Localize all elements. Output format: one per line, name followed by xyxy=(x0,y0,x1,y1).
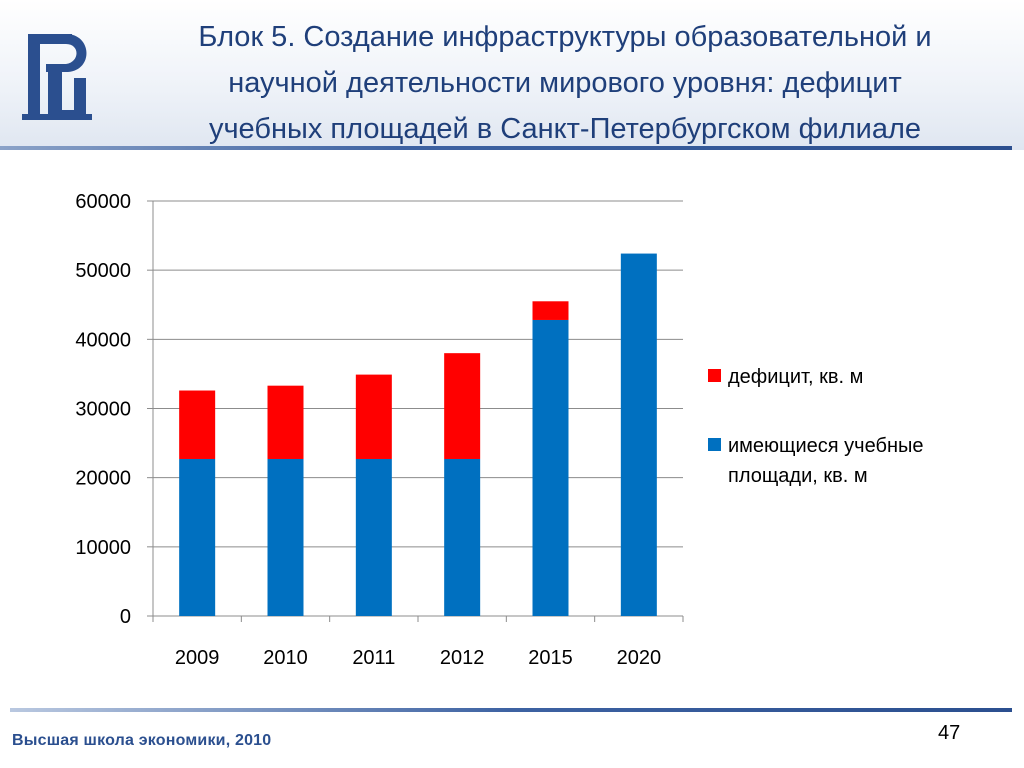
x-tick-label-2012: 2012 xyxy=(440,647,485,669)
title-line-2: научной деятельности мирового уровня: де… xyxy=(228,67,902,99)
stacked-bar-chart: 0 10000 20000 30000 40000 50000 60000 2009 2010 2… xyxy=(75,191,924,669)
legend-label-available-line-2: площади, кв. м xyxy=(728,465,868,487)
hse-logo-icon xyxy=(22,34,92,120)
bar-available-2012 xyxy=(444,458,481,616)
x-tick-label-2011: 2011 xyxy=(352,647,395,669)
y-tick-label-1: 10000 xyxy=(75,537,131,559)
header-band xyxy=(0,0,1024,150)
bar-deficit-2010 xyxy=(267,385,304,459)
x-tick-label-2020: 2020 xyxy=(617,647,662,669)
bar-available-2009 xyxy=(179,458,216,616)
x-tick-label-2010: 2010 xyxy=(263,647,308,669)
y-tick-label-5: 50000 xyxy=(75,260,131,282)
x-tick-label-2009: 2009 xyxy=(175,647,220,669)
header-rule xyxy=(0,146,1012,150)
slide-title: Блок 5. Создание инфраструктуры образова… xyxy=(110,14,1020,152)
footer-rule xyxy=(10,708,1012,712)
y-tick-label-3: 30000 xyxy=(75,399,131,421)
bar-deficit-2012 xyxy=(444,353,481,459)
legend-label-deficit-line-1: дефицит, кв. м xyxy=(728,366,863,388)
x-tick-label-2015: 2015 xyxy=(528,647,573,669)
bar-deficit-2015 xyxy=(532,301,569,320)
bar-deficit-2009 xyxy=(179,390,216,459)
page-number: 47 xyxy=(938,722,961,744)
bar-available-2015 xyxy=(532,319,569,616)
y-tick-label-2: 20000 xyxy=(75,468,131,490)
legend-swatch-available xyxy=(708,438,721,451)
bar-deficit-2011 xyxy=(355,374,392,459)
y-tick-label-0: 0 xyxy=(120,606,131,628)
bar-available-2010 xyxy=(267,458,304,616)
bar-available-2020 xyxy=(620,253,657,617)
title-line-1: Блок 5. Создание инфраструктуры образова… xyxy=(198,21,932,53)
y-tick-label-4: 40000 xyxy=(75,329,131,351)
legend-label-available-line-1: имеющиеся учебные xyxy=(728,435,924,457)
footer-text: Высшая школа экономики, 2010 xyxy=(12,732,272,749)
title-line-3: учебных площадей в Санкт-Петербургском ф… xyxy=(208,113,922,145)
legend-swatch-deficit xyxy=(708,369,721,382)
y-tick-label-6: 60000 xyxy=(75,191,131,213)
bar-available-2011 xyxy=(355,458,392,616)
